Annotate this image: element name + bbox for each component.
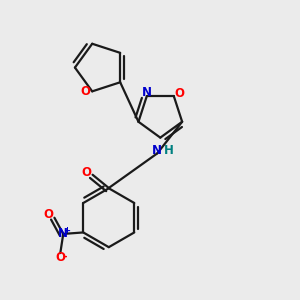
Text: O: O <box>175 87 185 100</box>
Text: H: H <box>164 144 173 157</box>
Text: -: - <box>63 252 67 262</box>
Text: +: + <box>63 226 70 235</box>
Text: O: O <box>55 251 65 264</box>
Text: O: O <box>82 167 92 179</box>
Text: N: N <box>58 227 68 240</box>
Text: O: O <box>81 85 91 98</box>
Text: N: N <box>152 144 162 157</box>
Text: N: N <box>142 86 152 99</box>
Text: O: O <box>44 208 53 221</box>
